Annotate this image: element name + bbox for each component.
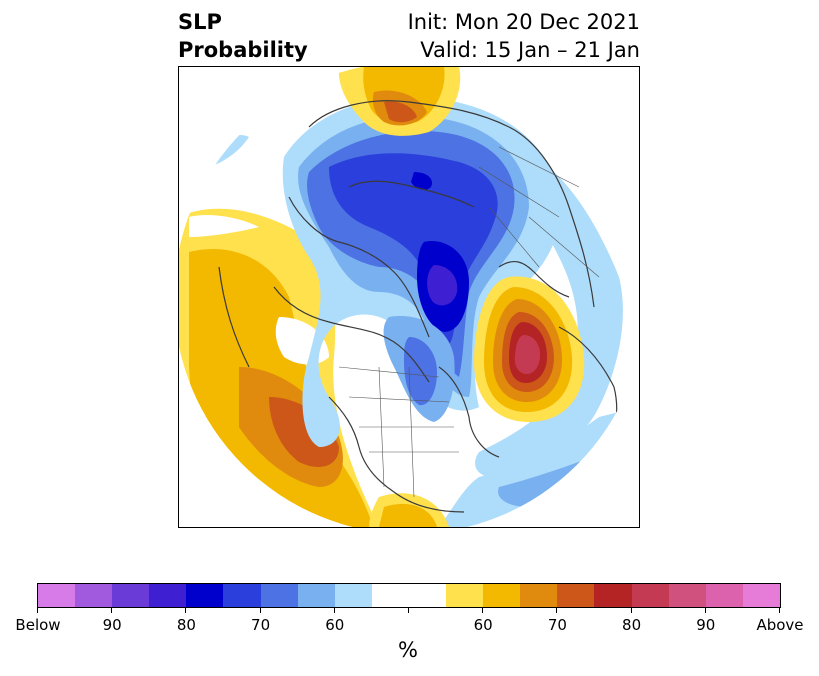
colorbar-ticks xyxy=(37,608,781,616)
colorbar-segment xyxy=(223,584,261,607)
colorbar xyxy=(37,583,781,608)
title-variable: SLP xyxy=(178,10,222,34)
valid-range: Valid: 15 Jan – 21 Jan xyxy=(420,38,640,62)
colorbar-label: 90 xyxy=(102,616,122,634)
colorbar-tick xyxy=(779,608,780,613)
colorbar-segment xyxy=(334,584,372,607)
colorbar-tick xyxy=(333,608,335,613)
colorbar-tick xyxy=(556,608,558,613)
colorbar-tick xyxy=(630,608,632,613)
below-normal-arctic-region xyxy=(209,97,639,527)
colorbar-tick xyxy=(185,608,187,613)
colorbar-segment xyxy=(38,584,76,607)
colorbar-tick xyxy=(259,608,261,613)
colorbar-segment xyxy=(557,584,595,607)
colorbar-segment xyxy=(260,584,298,607)
title-type: Probability xyxy=(178,38,308,62)
init-date: Init: Mon 20 Dec 2021 xyxy=(407,10,640,34)
colorbar-label: Above xyxy=(756,616,804,634)
map-subtitle: Init: Mon 20 Dec 2021 Valid: 15 Jan – 21… xyxy=(408,8,640,64)
colorbar-tick xyxy=(111,608,113,613)
colorbar-segment xyxy=(112,584,150,607)
colorbar-label: 60 xyxy=(325,616,345,634)
colorbar-segment xyxy=(186,584,224,607)
colorbar-label: 60 xyxy=(473,616,493,634)
colorbar-segment xyxy=(371,584,409,607)
colorbar-label: 80 xyxy=(176,616,196,634)
colorbar-label: 70 xyxy=(547,616,567,634)
colorbar-segment xyxy=(483,584,521,607)
colorbar-segment xyxy=(520,584,558,607)
colorbar-segment xyxy=(149,584,187,607)
colorbar-segment xyxy=(297,584,335,607)
colorbar-label: 90 xyxy=(696,616,716,634)
colorbar-tick xyxy=(482,608,484,613)
polar-map xyxy=(179,67,639,527)
colorbar-segment xyxy=(75,584,113,607)
colorbar-segment xyxy=(594,584,632,607)
colorbar-tick xyxy=(704,608,706,613)
colorbar-label: 70 xyxy=(251,616,271,634)
colorbar-segment xyxy=(705,584,743,607)
colorbar-tick xyxy=(408,608,409,613)
colorbar-segment xyxy=(631,584,669,607)
colorbar-segment xyxy=(408,584,447,607)
borders xyxy=(338,146,600,498)
colorbar-label: 80 xyxy=(622,616,642,634)
colorbar-label: Below xyxy=(15,616,61,634)
colorbar-segment xyxy=(446,584,484,607)
colorbar-unit: % xyxy=(398,638,418,662)
above-normal-atlantic-high xyxy=(474,276,585,422)
colorbar-segment xyxy=(668,584,706,607)
map-title: SLP Probability xyxy=(178,8,308,64)
colorbar-tick xyxy=(37,608,38,613)
map-panel xyxy=(178,66,640,528)
above-normal-south-region xyxy=(369,493,449,527)
colorbar-segment xyxy=(742,584,780,607)
